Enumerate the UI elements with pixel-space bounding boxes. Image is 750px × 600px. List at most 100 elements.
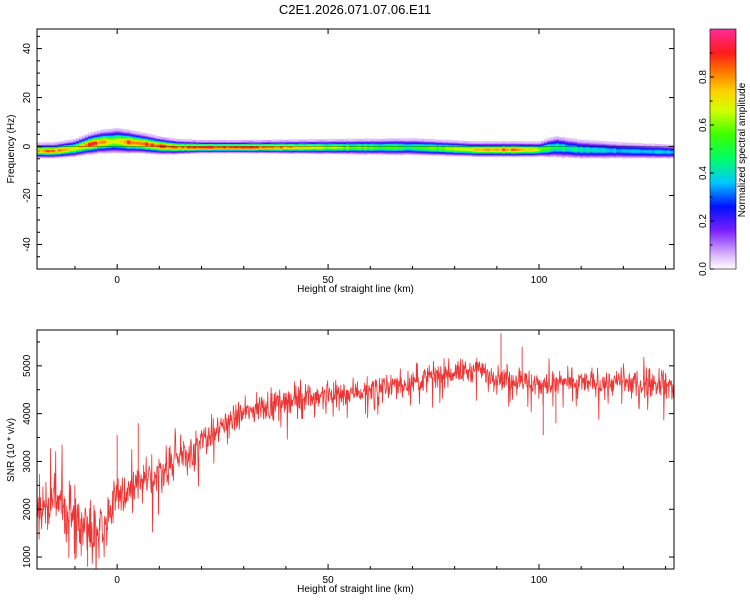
colorbar: 0.0 0.2 0.4 0.6 0.8 Normalized spectral ampl… bbox=[698, 28, 748, 276]
heatmap-cell bbox=[322, 139, 326, 142]
heatmap-cell bbox=[460, 140, 464, 143]
figure-title: C2E1.2026.071.07.06.E11 bbox=[279, 2, 431, 17]
heatmap-cell bbox=[346, 138, 350, 141]
heatmap-cell bbox=[94, 131, 98, 134]
heatmap-cell bbox=[550, 137, 554, 140]
heatmap-cell bbox=[220, 140, 224, 143]
heatmap-cell bbox=[652, 143, 656, 146]
colorbar-tick-label: 0.0 bbox=[698, 262, 709, 276]
heatmap-cell bbox=[130, 130, 134, 133]
heatmap-cell bbox=[145, 133, 149, 136]
heatmap-cell bbox=[124, 129, 128, 132]
heatmap-cell bbox=[307, 138, 311, 142]
heatmap-cell bbox=[157, 136, 161, 139]
heatmap-cell bbox=[328, 138, 332, 141]
heatmap-cell bbox=[610, 141, 614, 144]
heatmap-cell bbox=[370, 138, 374, 141]
heatmap-cell bbox=[433, 138, 437, 142]
snr-notable-points bbox=[74, 333, 557, 567]
heatmap-cell bbox=[442, 139, 446, 142]
heatmap-cell bbox=[670, 144, 674, 147]
heatmap-cell bbox=[355, 138, 359, 142]
heatmap-cell bbox=[634, 143, 638, 146]
snr-plot-area bbox=[37, 330, 674, 569]
spectrogram-y-tick-label: 20 bbox=[22, 92, 33, 104]
heatmap-cell bbox=[514, 141, 518, 144]
heatmap-cell bbox=[187, 138, 191, 142]
heatmap-cell bbox=[61, 140, 65, 144]
heatmap-cell bbox=[523, 141, 527, 144]
heatmap-cell bbox=[622, 142, 626, 145]
heatmap-cell bbox=[271, 139, 275, 142]
heatmap-cell bbox=[136, 131, 140, 134]
heatmap-cell bbox=[520, 141, 524, 144]
heatmap-cell bbox=[244, 140, 248, 143]
heatmap-cell bbox=[175, 138, 179, 141]
heatmap-cell bbox=[196, 139, 200, 142]
heatmap-cell bbox=[580, 140, 584, 143]
heatmap-cell bbox=[589, 140, 593, 143]
heatmap-cell bbox=[223, 140, 227, 143]
spectrogram-panel: 0 50 100 -40 -20 0 20 40 Height of straight lin… bbox=[6, 28, 675, 295]
heatmap-cell bbox=[181, 138, 185, 142]
heatmap-cell bbox=[457, 140, 461, 143]
heatmap-cell bbox=[49, 142, 53, 145]
heatmap-cell bbox=[43, 142, 47, 145]
heatmap-cell bbox=[541, 140, 545, 143]
heatmap-cell bbox=[262, 139, 266, 143]
heatmap-cell bbox=[73, 139, 77, 142]
heatmap-cell bbox=[400, 137, 404, 141]
snr-x-tick-label: 50 bbox=[323, 575, 335, 586]
heatmap-cell bbox=[235, 140, 239, 143]
heatmap-cell bbox=[331, 138, 335, 142]
heatmap-cell bbox=[238, 140, 242, 143]
heatmap-cell bbox=[274, 139, 278, 142]
heatmap-cell bbox=[379, 138, 383, 142]
heatmap-cell bbox=[106, 128, 110, 131]
heatmap-cell bbox=[313, 139, 317, 142]
heatmap-cell bbox=[109, 129, 113, 132]
heatmap-cell bbox=[661, 143, 665, 147]
heatmap-cell bbox=[508, 141, 512, 144]
spectrogram-x-tick-label: 0 bbox=[114, 275, 120, 286]
heatmap-cell bbox=[205, 140, 209, 143]
colorbar-label: Normalized spectral amplitude bbox=[737, 82, 748, 217]
spectrogram-y-axis-label: Frequency (Hz) bbox=[6, 115, 17, 184]
heatmap-cell bbox=[538, 141, 542, 144]
heatmap-cell bbox=[217, 140, 221, 143]
heatmap-cell bbox=[388, 138, 392, 141]
heatmap-cell bbox=[241, 140, 245, 143]
heatmap-cell bbox=[649, 143, 653, 146]
heatmap-cell bbox=[100, 129, 104, 133]
heatmap-cell bbox=[118, 128, 122, 131]
heatmap-cell bbox=[88, 132, 92, 135]
heatmap-cell bbox=[544, 139, 548, 142]
heatmap-cell bbox=[598, 141, 602, 144]
heatmap-cell bbox=[607, 141, 611, 144]
colorbar-tick-label: 0.2 bbox=[698, 214, 709, 228]
heatmap-cell bbox=[280, 139, 284, 142]
heatmap-cell bbox=[286, 139, 290, 143]
heatmap-cell bbox=[601, 141, 605, 144]
heatmap-cell bbox=[436, 139, 440, 142]
heatmap-cell bbox=[121, 129, 125, 132]
heatmap-cell bbox=[265, 139, 269, 143]
heatmap-cell bbox=[640, 142, 644, 146]
heatmap-cell bbox=[385, 138, 389, 141]
heatmap-cell bbox=[256, 139, 260, 142]
heatmap-cell bbox=[163, 137, 167, 140]
heatmap-cell bbox=[190, 139, 194, 142]
heatmap-cell bbox=[535, 141, 539, 144]
spectrogram-x-tick-label: 50 bbox=[323, 275, 335, 286]
heatmap-cell bbox=[451, 140, 455, 143]
spectrogram-frame bbox=[36, 28, 675, 270]
heatmap-cell bbox=[481, 141, 485, 144]
heatmap-cell bbox=[646, 143, 650, 146]
heatmap-cell bbox=[490, 141, 494, 144]
colorbar-gradient bbox=[709, 28, 737, 270]
heatmap-cell bbox=[532, 141, 536, 144]
heatmap-cell bbox=[52, 142, 56, 145]
heatmap-cell bbox=[325, 139, 329, 142]
spectrogram-y-tick-label: 40 bbox=[22, 43, 33, 55]
